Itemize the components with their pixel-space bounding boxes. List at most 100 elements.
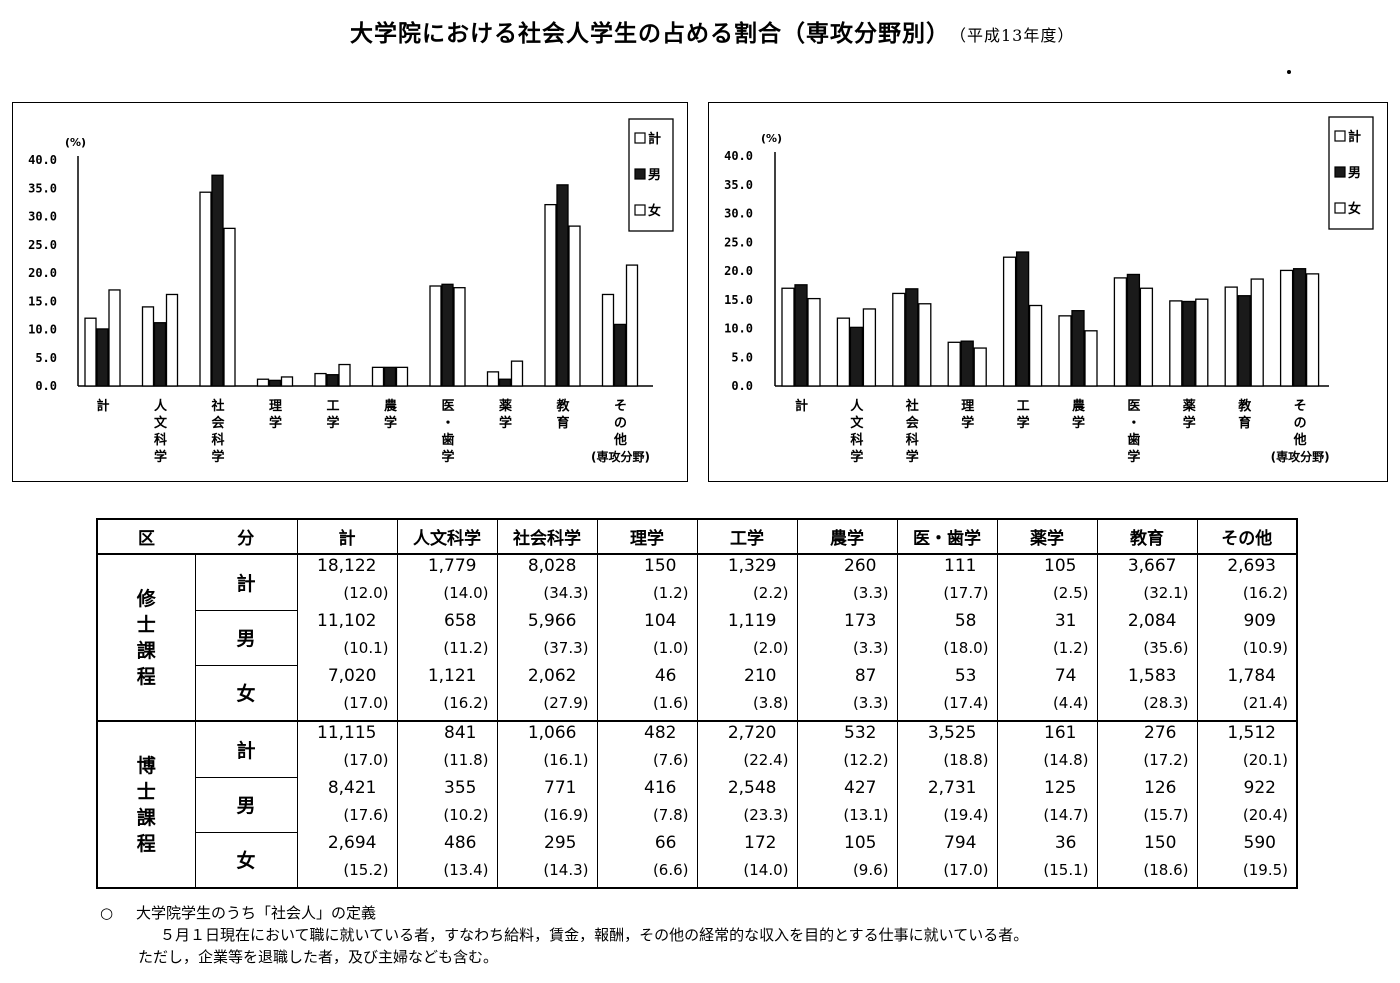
- table-cell: 1,121 (16.2): [397, 665, 498, 721]
- table-header-row: 区分計人文科学 社会科学 理学 工学 農学 医・歯学 薬学 教育 その他: [96, 518, 1298, 555]
- doctoral-bar-女-5: [1028, 304, 1043, 387]
- cell-percent: (1.2): [652, 584, 689, 602]
- doctoral-bar-男-8: [1182, 300, 1196, 387]
- cell-count: 658: [444, 611, 477, 631]
- table-cell: 482 (7.6): [597, 720, 698, 777]
- cell-count: 276: [1144, 723, 1177, 743]
- cell-percent: (10.1): [343, 639, 389, 657]
- course-label-text: 博士課程: [136, 754, 156, 855]
- doctoral-bar-男-1: [794, 284, 808, 387]
- doctoral-bar-計-6: [1058, 315, 1072, 387]
- column-header-1: 計: [296, 518, 398, 555]
- doctoral-bar-計-8: [1169, 300, 1183, 387]
- doctoral-bar-計-1: [781, 287, 795, 387]
- doctoral-x-tick-label: 教: [1237, 398, 1252, 414]
- table-cell: 1,329 (2.2): [697, 553, 798, 610]
- masters-x-tick-label: 薬: [498, 398, 513, 414]
- cell-count: 5,966: [527, 611, 577, 631]
- cell-count: 1,329: [727, 556, 777, 576]
- cell-count: 482: [644, 723, 677, 743]
- cell-count: 3,525: [927, 723, 977, 743]
- masters-legend-swatch-male: [634, 168, 646, 180]
- column-header-4: 理学: [596, 518, 698, 555]
- table-cell: 276 (17.2): [1097, 720, 1198, 777]
- doctoral-y-tick-label: 20.0: [724, 264, 753, 278]
- masters-x-tick-label: 科: [211, 432, 224, 448]
- doctoral-x-tick-label: 学: [1072, 415, 1085, 431]
- cell-percent: (4.4): [1052, 694, 1089, 712]
- masters-bar-女-10: [625, 264, 639, 387]
- doctoral-y-tick-label: 0.0: [731, 379, 753, 393]
- cell-count: 1,583: [1127, 666, 1177, 686]
- masters-x-tick-label: 育: [556, 415, 569, 431]
- doctoral-bar-男-4: [960, 340, 974, 387]
- cell-percent: (10.9): [1242, 639, 1288, 657]
- table-cell: 590 (19.5): [1197, 832, 1298, 888]
- doctoral-y-tick-label: 5.0: [731, 350, 753, 364]
- masters-y-tick-label: 35.0: [28, 181, 57, 195]
- doctoral-x-tick-label: 薬: [1182, 398, 1197, 414]
- masters-x-tick-label: 学: [154, 449, 167, 465]
- table-row: 修士課程 計 18,122 (12.0) 1,779 (14.0) 8,028 (34.3) 1…: [97, 553, 1298, 721]
- doctoral-bar-女-6: [1084, 330, 1098, 387]
- cell-count: 771: [544, 778, 577, 798]
- cell-count: 7,020: [327, 666, 377, 686]
- table-cell: 8,028 (34.3): [497, 553, 598, 610]
- doctoral-x-tick-label: 他: [1293, 432, 1307, 448]
- chart-masters: (%) 0.0 5.0 10.0 15.0 20.0 25.0 30.0 35.0 40.0 計人文…: [12, 102, 688, 482]
- table-cell: 3,525 (18.8): [897, 720, 998, 777]
- cell-percent: (3.8): [752, 694, 789, 712]
- table-cell: 1,784 (21.4): [1197, 665, 1298, 721]
- cell-percent: (22.4): [743, 751, 789, 769]
- cell-percent: (3.3): [852, 694, 889, 712]
- masters-bar-男-6: [383, 366, 397, 387]
- cell-percent: (14.0): [743, 861, 789, 879]
- doctoral-bar-女-8: [1195, 298, 1209, 387]
- masters-x-tick-label: 工: [326, 399, 339, 414]
- cell-count: 841: [444, 723, 477, 743]
- table-cell: 794 (17.0): [897, 832, 998, 888]
- doctoral-legend-swatch-male: [1334, 166, 1346, 178]
- footnote-heading-line: ○ 大学院学生のうち「社会人」の定義: [100, 902, 1028, 924]
- table-row: 男 11,102 (10.1) 658 (11.2) 5,966 (37.3) 104 (1.0…: [97, 609, 1298, 665]
- table-cell: 2,084 (35.6): [1097, 610, 1198, 665]
- doctoral-legend-swatch-female: [1334, 202, 1346, 214]
- table-cell: 126 (15.7): [1097, 777, 1198, 832]
- cell-count: 210: [744, 666, 777, 686]
- masters-x-tick-label: 学: [384, 415, 397, 431]
- cell-count: 125: [1044, 778, 1077, 798]
- table-cell: 18,122 (12.0): [297, 553, 398, 610]
- cell-count: 486: [444, 833, 477, 853]
- masters-bar-男-4: [268, 379, 282, 387]
- table-cell: 31 (1.2): [997, 610, 1098, 665]
- doctoral-y-tick-label: 25.0: [724, 235, 753, 249]
- doctoral-bar-計-5: [1002, 256, 1017, 387]
- table-cell: 5,966 (37.3): [497, 610, 598, 665]
- doctoral-x-tick-label: そ: [1294, 399, 1307, 414]
- doctoral-x-tick-label: 学: [906, 449, 919, 465]
- cell-percent: (19.4): [943, 806, 989, 824]
- masters-bar-計-9: [544, 203, 557, 387]
- masters-bar-女-6: [395, 366, 409, 387]
- cell-count: 150: [644, 556, 677, 576]
- cell-percent: (12.2): [843, 751, 889, 769]
- masters-x-tick-label: 社: [210, 398, 224, 414]
- doctoral-x-tick-label: 人: [850, 398, 864, 414]
- sex-label: 男: [195, 609, 298, 665]
- cell-percent: (6.6): [652, 861, 689, 879]
- doctoral-y-tick-label: 30.0: [724, 207, 753, 221]
- cell-count: 58: [954, 611, 977, 631]
- table-cell: 150 (18.6): [1097, 832, 1198, 888]
- stray-dot: [1287, 70, 1291, 74]
- table-cell: 66 (6.6): [597, 832, 698, 888]
- doctoral-x-tick-label: 文: [850, 415, 864, 431]
- cell-count: 909: [1243, 611, 1276, 631]
- cell-count: 1,066: [527, 723, 577, 743]
- data-table: 区分計人文科学 社会科学 理学 工学 農学 医・歯学 薬学 教育 その他 修士課程計 18,122…: [96, 518, 1298, 889]
- table-cell: 416 (7.8): [597, 777, 698, 832]
- masters-bar-計-5: [314, 372, 327, 387]
- masters-x-tick-label: の: [614, 416, 627, 431]
- cell-count: 104: [644, 611, 677, 631]
- table-cell: 161 (14.8): [997, 720, 1098, 777]
- cell-percent: (18.0): [943, 639, 989, 657]
